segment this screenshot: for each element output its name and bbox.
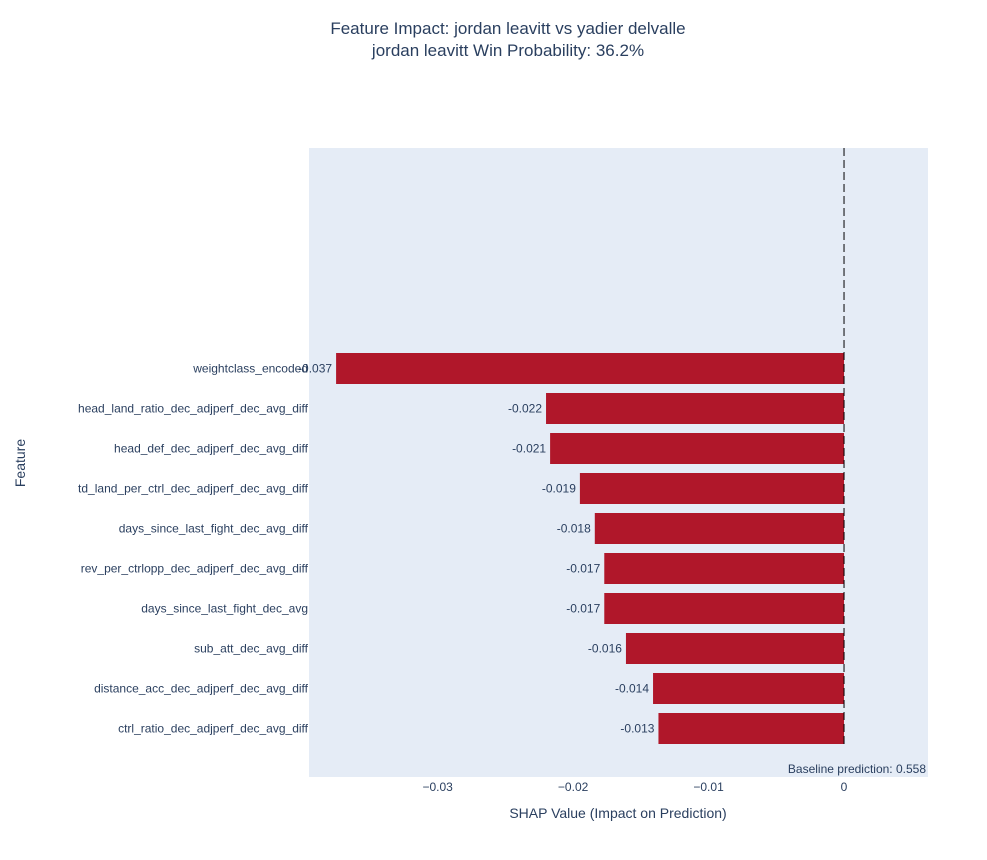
baseline-annotation: Baseline prediction: 0.558 [788, 762, 926, 776]
bar-weightclass_encoded [336, 353, 845, 384]
bar-distance_acc_dec_adjperf_dec_avg_diff [653, 673, 845, 704]
y-tick-label: days_since_last_fight_dec_avg [141, 602, 308, 616]
x-tick-label: 0 [841, 780, 848, 794]
bar-labels-group: -0.037 -0.022 -0.021 -0.019 -0.018 -0.017 -0.0… [298, 362, 655, 736]
bar-head_def_dec_adjperf_dec_avg_diff [550, 433, 845, 464]
bar-head_land_ratio_dec_adjperf_dec_avg_diff [546, 393, 845, 424]
bar-value-label: -0.017 [566, 562, 600, 576]
x-tick-labels: −0.03 −0.02 −0.01 0 [422, 780, 847, 794]
bar-days_since_last_fight_dec_avg_diff [594, 513, 845, 544]
bar-value-label: -0.014 [615, 682, 649, 696]
y-tick-label: td_land_per_ctrl_dec_adjperf_dec_avg_dif… [78, 482, 309, 496]
bar-value-label: -0.013 [620, 722, 654, 736]
y-tick-label: head_def_dec_adjperf_dec_avg_diff [114, 442, 309, 456]
bar-value-label: -0.021 [512, 442, 546, 456]
bar-value-label: -0.022 [508, 402, 542, 416]
bar-ctrl_ratio_dec_adjperf_dec_avg_diff [658, 713, 845, 744]
bar-rev_per_ctrlopp_dec_adjperf_dec_avg_diff [604, 553, 845, 584]
bar-value-label: -0.019 [542, 482, 576, 496]
y-tick-labels: weightclass_encoded head_land_ratio_dec_a… [78, 362, 309, 736]
bar-value-label: -0.037 [298, 362, 332, 376]
chart-title: Feature Impact: jordan leavitt vs yadier… [330, 19, 685, 38]
y-tick-label: sub_att_dec_avg_diff [194, 642, 309, 656]
bar-sub_att_dec_avg_diff [625, 633, 845, 664]
x-tick-label: −0.01 [693, 780, 724, 794]
chart-subtitle: jordan leavitt Win Probability: 36.2% [371, 41, 644, 60]
bars-group [336, 353, 845, 744]
bar-value-label: -0.017 [566, 602, 600, 616]
x-axis-title: SHAP Value (Impact on Prediction) [509, 805, 726, 821]
y-tick-label: head_land_ratio_dec_adjperf_dec_avg_diff [78, 402, 309, 416]
bar-value-label: -0.018 [557, 522, 591, 536]
y-tick-label: rev_per_ctrlopp_dec_adjperf_dec_avg_diff [81, 562, 309, 576]
y-tick-label: distance_acc_dec_adjperf_dec_avg_diff [94, 682, 309, 696]
y-tick-label: weightclass_encoded [192, 362, 308, 376]
y-tick-label: ctrl_ratio_dec_adjperf_dec_avg_diff [118, 722, 309, 736]
bar-value-label: -0.016 [588, 642, 622, 656]
y-axis-title: Feature [12, 439, 28, 487]
x-tick-label: −0.03 [422, 780, 453, 794]
x-tick-label: −0.02 [558, 780, 589, 794]
y-tick-label: days_since_last_fight_dec_avg_diff [119, 522, 309, 536]
bar-days_since_last_fight_dec_avg [604, 593, 845, 624]
bar-td_land_per_ctrl_dec_adjperf_dec_avg_diff [579, 473, 845, 504]
